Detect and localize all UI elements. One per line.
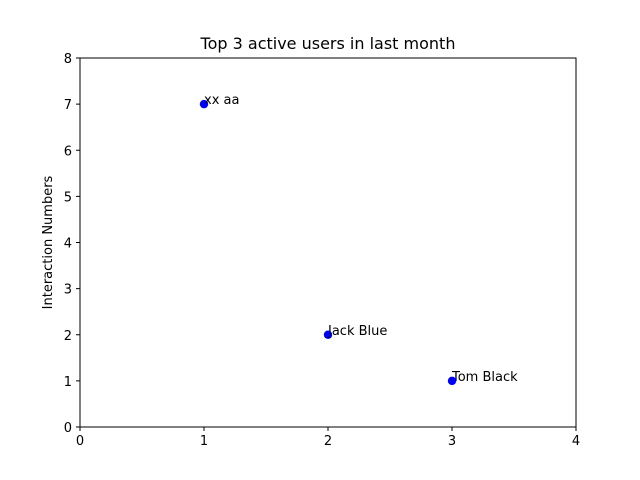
data-point [447,376,457,386]
y-axis-label: Interaction Numbers [41,175,56,309]
y-tick-label: 7 [64,98,72,113]
data-points: xx aa Jack Blue Tom Black [199,93,518,386]
x-tick-label: 1 [200,434,208,449]
y-tick-label: 1 [64,375,72,390]
point-label: Tom Black [451,370,518,385]
y-axis: 0 1 2 3 4 5 6 7 8 [64,52,80,436]
y-tick-label: 2 [64,329,72,344]
x-axis: 0 1 2 3 4 [76,427,580,449]
y-tick-label: 4 [64,237,72,252]
point-label: Jack Blue [327,324,387,339]
y-tick-label: 0 [64,421,72,436]
data-point [199,99,209,109]
x-tick-label: 0 [76,434,84,449]
y-tick-label: 5 [64,190,72,205]
x-tick-label: 2 [324,434,332,449]
y-tick-label: 6 [64,144,72,159]
y-tick-label: 3 [64,283,72,298]
chart-title: Top 3 active users in last month [200,34,456,53]
x-tick-label: 3 [448,434,456,449]
point-label: xx aa [204,93,239,108]
data-point [323,330,333,339]
x-tick-label: 4 [572,434,580,449]
y-tick-label: 8 [64,52,72,67]
